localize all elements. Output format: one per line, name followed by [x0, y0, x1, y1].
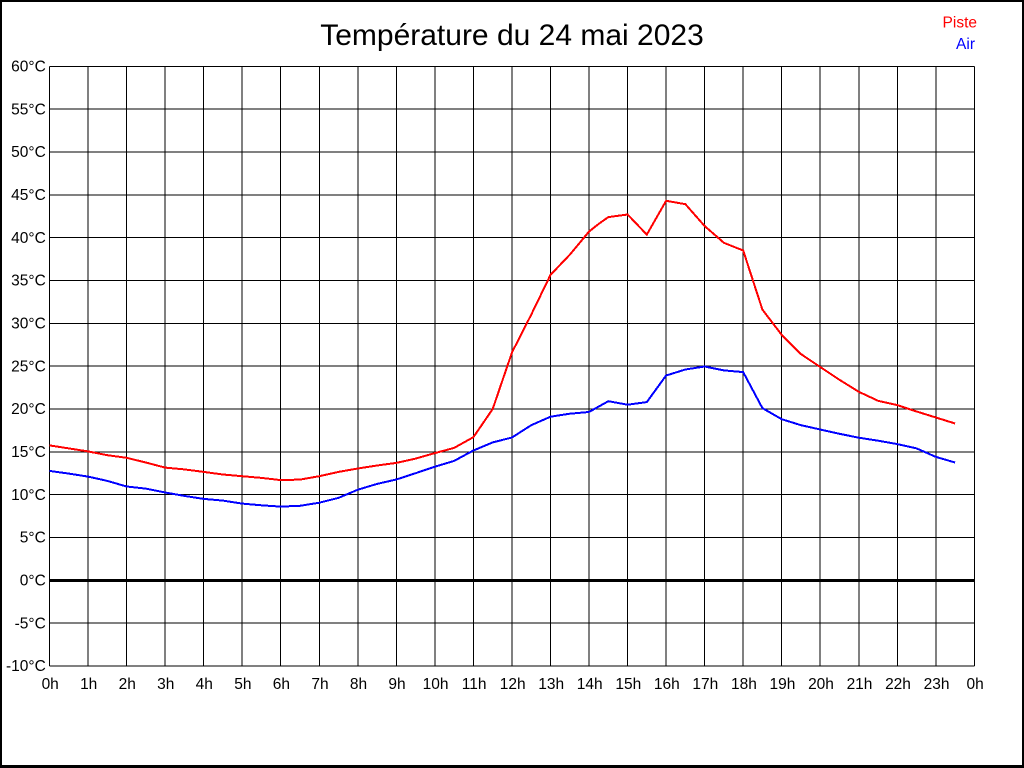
svg-text:19h: 19h — [769, 676, 795, 693]
svg-text:1h: 1h — [80, 676, 97, 693]
svg-text:23h: 23h — [924, 676, 950, 693]
svg-text:55°C: 55°C — [11, 101, 46, 118]
svg-text:5h: 5h — [234, 676, 251, 693]
svg-text:5°C: 5°C — [20, 530, 46, 547]
svg-text:0h: 0h — [966, 676, 983, 693]
svg-text:-5°C: -5°C — [15, 615, 46, 632]
svg-text:Piste: Piste — [943, 15, 977, 32]
svg-text:0h: 0h — [42, 676, 59, 693]
svg-text:0°C: 0°C — [20, 573, 46, 590]
svg-text:12h: 12h — [500, 676, 526, 693]
svg-text:22h: 22h — [885, 676, 911, 693]
svg-text:17h: 17h — [692, 676, 718, 693]
svg-text:9h: 9h — [388, 676, 405, 693]
svg-text:35°C: 35°C — [11, 273, 46, 290]
svg-text:15°C: 15°C — [11, 444, 46, 461]
svg-text:40°C: 40°C — [11, 230, 46, 247]
svg-text:21h: 21h — [847, 676, 873, 693]
svg-text:2h: 2h — [119, 676, 136, 693]
svg-text:15h: 15h — [615, 676, 641, 693]
svg-text:10h: 10h — [423, 676, 449, 693]
svg-text:45°C: 45°C — [11, 187, 46, 204]
svg-text:20°C: 20°C — [11, 401, 46, 418]
svg-text:16h: 16h — [654, 676, 680, 693]
svg-text:7h: 7h — [311, 676, 328, 693]
svg-text:Air: Air — [956, 36, 975, 53]
svg-text:6h: 6h — [273, 676, 290, 693]
svg-text:18h: 18h — [731, 676, 757, 693]
svg-text:20h: 20h — [808, 676, 834, 693]
svg-text:Température du 24 mai 2023: Température du 24 mai 2023 — [320, 19, 704, 52]
svg-text:25°C: 25°C — [11, 358, 46, 375]
svg-text:13h: 13h — [538, 676, 564, 693]
svg-text:-10°C: -10°C — [6, 658, 46, 675]
svg-text:8h: 8h — [350, 676, 367, 693]
svg-text:60°C: 60°C — [11, 59, 46, 76]
svg-text:50°C: 50°C — [11, 144, 46, 161]
svg-text:30°C: 30°C — [11, 316, 46, 333]
svg-text:10°C: 10°C — [11, 487, 46, 504]
svg-text:14h: 14h — [577, 676, 603, 693]
svg-text:11h: 11h — [462, 676, 487, 693]
svg-text:4h: 4h — [196, 676, 213, 693]
svg-text:3h: 3h — [157, 676, 174, 693]
